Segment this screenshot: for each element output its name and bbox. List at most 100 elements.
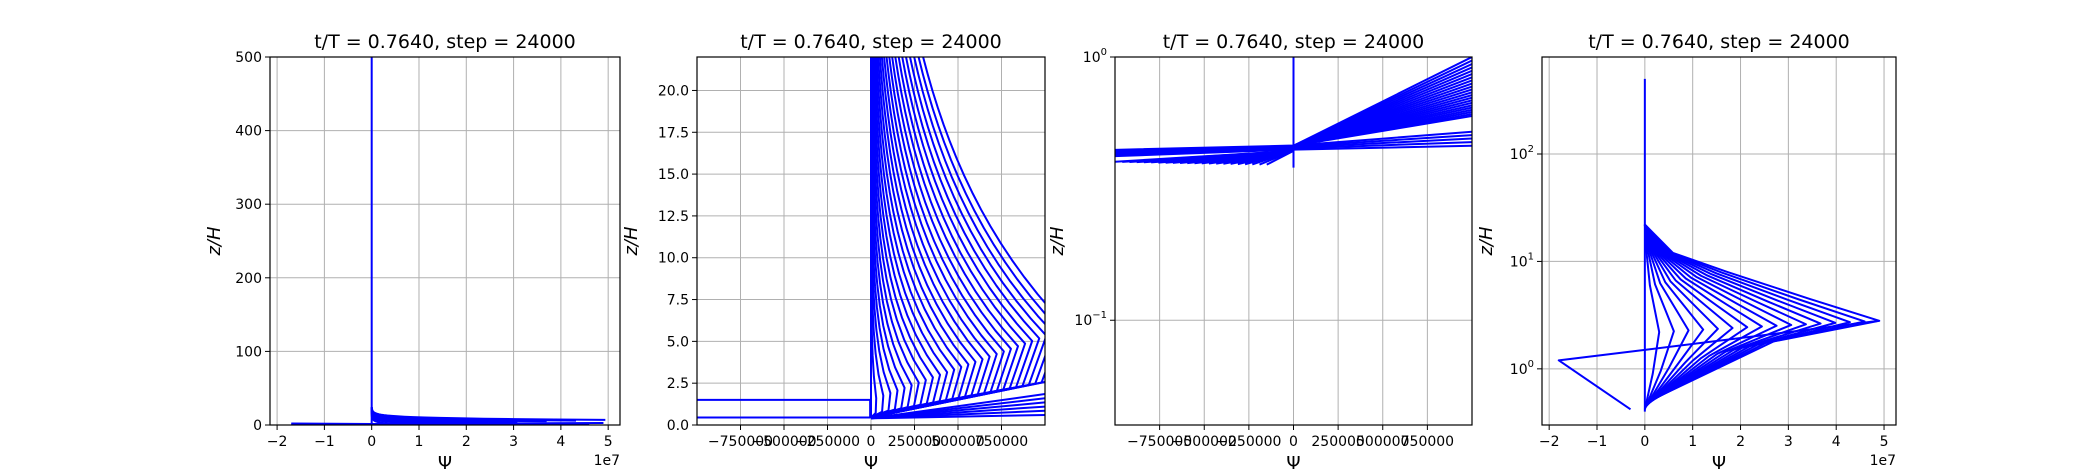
plot-area [1542, 57, 1896, 425]
chart-title: t/T = 0.7640, step = 24000 [314, 31, 576, 53]
x-axis-multiplier: 1e7 [594, 453, 620, 469]
x-tick-label: 4 [1832, 434, 1841, 450]
x-axis-label: Ψ [1712, 453, 1726, 474]
series-line [1643, 224, 1675, 410]
y-axis-label: z/H [204, 226, 225, 257]
series-line [1644, 224, 1793, 407]
series-line [1644, 223, 1881, 404]
series-line [870, 57, 984, 419]
x-tick-label: 3 [509, 434, 518, 450]
series-line [1115, 141, 1472, 156]
x-tick-label: 250000 [1311, 434, 1364, 450]
series-line [870, 57, 942, 419]
chart-panel-1: −2 −1 0 1 2 3 4 5 0 100 200 300 400 500 t/T = 0.7640, … [204, 31, 621, 474]
plot-area [270, 57, 620, 425]
series-line [1644, 223, 1866, 405]
x-tick-label: 3 [1784, 434, 1793, 450]
series-group [1115, 57, 1472, 168]
y-tick-label: 0 [253, 418, 262, 434]
y-tick-label: 100 [1083, 47, 1107, 66]
x-tick-label: −250000 [1216, 434, 1281, 450]
series-line [370, 407, 606, 421]
series-line [1643, 224, 1749, 408]
x-tick-label: −2 [267, 434, 288, 450]
series-line [291, 422, 590, 425]
x-axis-label: Ψ [1286, 453, 1300, 474]
x-tick-label: 0 [1289, 434, 1298, 450]
x-tick-label: −500000 [751, 434, 816, 450]
y-tick-label: 102 [1510, 144, 1534, 163]
x-tick-label: −250000 [795, 434, 860, 450]
series-line [870, 57, 1034, 419]
series-line [870, 57, 1045, 419]
series-line [1115, 144, 1472, 158]
y-axis-label: z/H [1476, 226, 1497, 257]
y-tick-label: 200 [235, 271, 262, 287]
x-tick-label: 1 [415, 434, 424, 450]
x-tick-label: −750000 [708, 434, 773, 450]
x-tick-label: −500000 [1172, 434, 1237, 450]
series-line [870, 57, 977, 419]
x-axis-label: Ψ [438, 453, 452, 474]
series-line [870, 57, 970, 419]
series-line [870, 57, 1005, 419]
series-line [1644, 224, 1822, 406]
chart-title: t/T = 0.7640, step = 24000 [740, 31, 1002, 53]
series-line [870, 57, 1019, 419]
x-tick-label: −1 [314, 434, 335, 450]
x-tick-label: 0 [1640, 434, 1649, 450]
x-tick-label: 750000 [1401, 434, 1454, 450]
y-tick-label: 5.0 [667, 334, 689, 350]
series-group [1557, 78, 1881, 412]
series-line [1643, 224, 1661, 410]
series-line [870, 393, 1045, 420]
series-line [1643, 224, 1719, 409]
x-tick-label: 750000 [975, 434, 1028, 450]
x-tick-label: 0 [867, 434, 876, 450]
y-tick-label: 101 [1510, 251, 1534, 270]
axes-frame [269, 56, 621, 426]
y-tick-label: 100 [235, 344, 262, 360]
series-line [1643, 224, 1763, 408]
y-tick-label: 2.5 [667, 376, 689, 392]
x-tick-label: 500000 [931, 434, 984, 450]
series-line [1643, 224, 1734, 408]
series-line [1644, 224, 1807, 406]
series-line [870, 57, 1012, 419]
axes-frame [1541, 56, 1897, 426]
chart-panel-3: −750000−500000−250000 0 250000500000750000… [1047, 31, 1473, 474]
chart-title: t/T = 0.7640, step = 24000 [1588, 31, 1850, 53]
y-tick-label: 100 [1510, 359, 1534, 378]
series-line [1644, 223, 1851, 405]
series-line [870, 57, 1041, 419]
x-axis-label: Ψ [864, 453, 878, 474]
series-line [870, 57, 1027, 419]
y-tick-label: 10.0 [658, 251, 689, 267]
series-line [1643, 224, 1705, 409]
y-tick-label: 20.0 [658, 83, 689, 99]
series-line [870, 57, 1045, 419]
x-tick-label: −1 [1587, 434, 1608, 450]
x-axis-multiplier: 1e7 [1870, 453, 1896, 469]
x-tick-label: 4 [556, 434, 565, 450]
y-tick-label: 12.5 [658, 209, 689, 225]
series-line [870, 57, 934, 419]
x-tick-label: −750000 [1127, 434, 1192, 450]
y-tick-label: 400 [235, 124, 262, 140]
series-line [870, 57, 949, 419]
grid [1542, 57, 1896, 425]
series-line [870, 57, 991, 419]
y-tick-label: 7.5 [667, 293, 689, 309]
x-tick-label: 5 [604, 434, 613, 450]
series-line [870, 57, 963, 419]
chart-panel-4: −2 −1 0 1 2 3 4 5 100 101 102 t/T = 0.7640, step = … [1476, 31, 1897, 474]
series-line [1266, 149, 1294, 166]
y-tick-label: 15.0 [658, 167, 689, 183]
series-line [1293, 57, 1472, 147]
chart-panel-2: −750000−500000−250000 0 250000500000750000… [621, 31, 1046, 474]
y-axis-label: z/H [621, 226, 642, 257]
series-line [1115, 130, 1472, 151]
series-line [870, 57, 998, 419]
x-tick-label: 2 [462, 434, 471, 450]
